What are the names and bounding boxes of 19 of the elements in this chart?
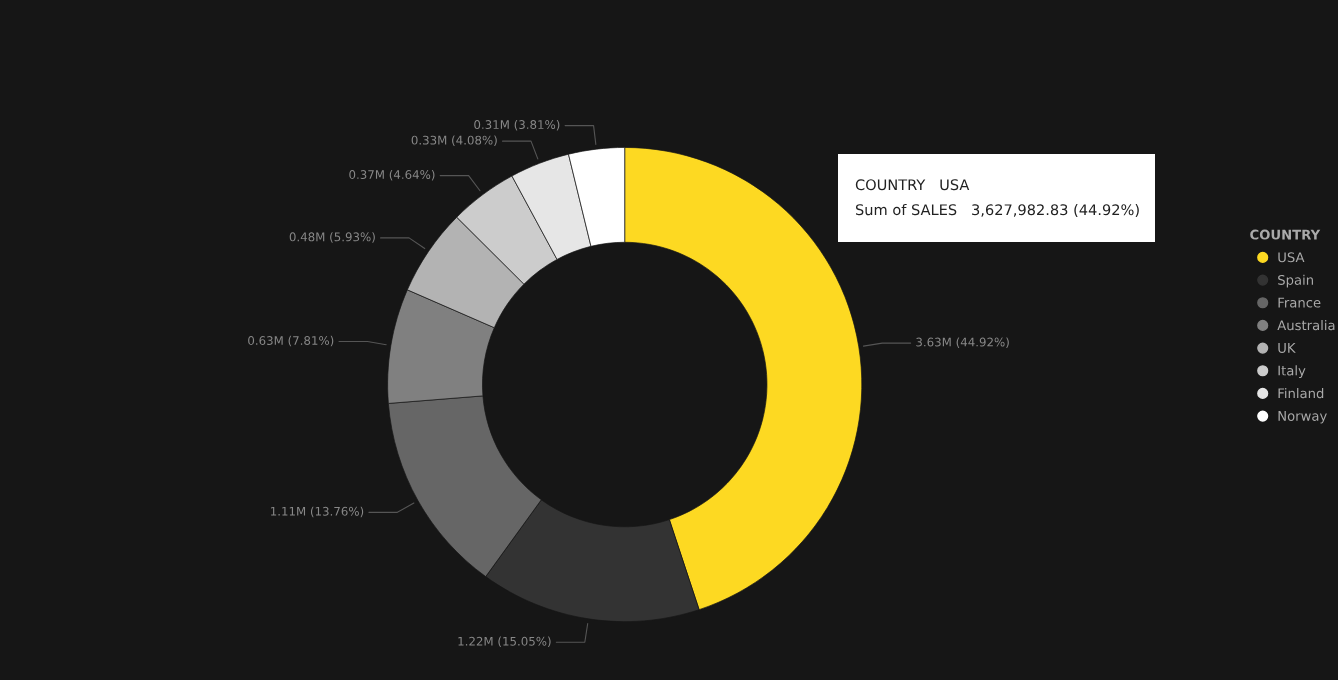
legend-label: UK bbox=[1278, 343, 1296, 353]
text: Sum of SALES 3,627,982.83 (44.92%) bbox=[855, 203, 1139, 217]
data-label: 3.63M (44.92%) bbox=[916, 337, 1009, 348]
data-label: 0.37M (4.64%) bbox=[349, 169, 435, 181]
legend-label: Spain bbox=[1278, 274, 1313, 288]
legend-label: USA bbox=[1278, 252, 1305, 263]
data-label: 0.48M (5.93%) bbox=[289, 232, 375, 243]
legend-label: Italy bbox=[1278, 365, 1306, 379]
legend-label: France bbox=[1278, 297, 1321, 308]
legend-label: Finland bbox=[1278, 388, 1324, 399]
data-label: 1.22M (15.05%) bbox=[458, 636, 551, 648]
legend-label: Australia bbox=[1277, 320, 1335, 331]
text: COUNTRY USA bbox=[855, 179, 970, 191]
legend-label: Norway bbox=[1278, 411, 1327, 424]
legend-title: COUNTRY bbox=[1250, 229, 1321, 240]
data-label: 0.63M (7.81%) bbox=[248, 335, 334, 347]
data-label: 1.11M (13.76%) bbox=[271, 506, 364, 518]
data-label: 0.31M (3.81%) bbox=[474, 119, 560, 131]
data-label: 0.33M (4.08%) bbox=[411, 135, 497, 146]
